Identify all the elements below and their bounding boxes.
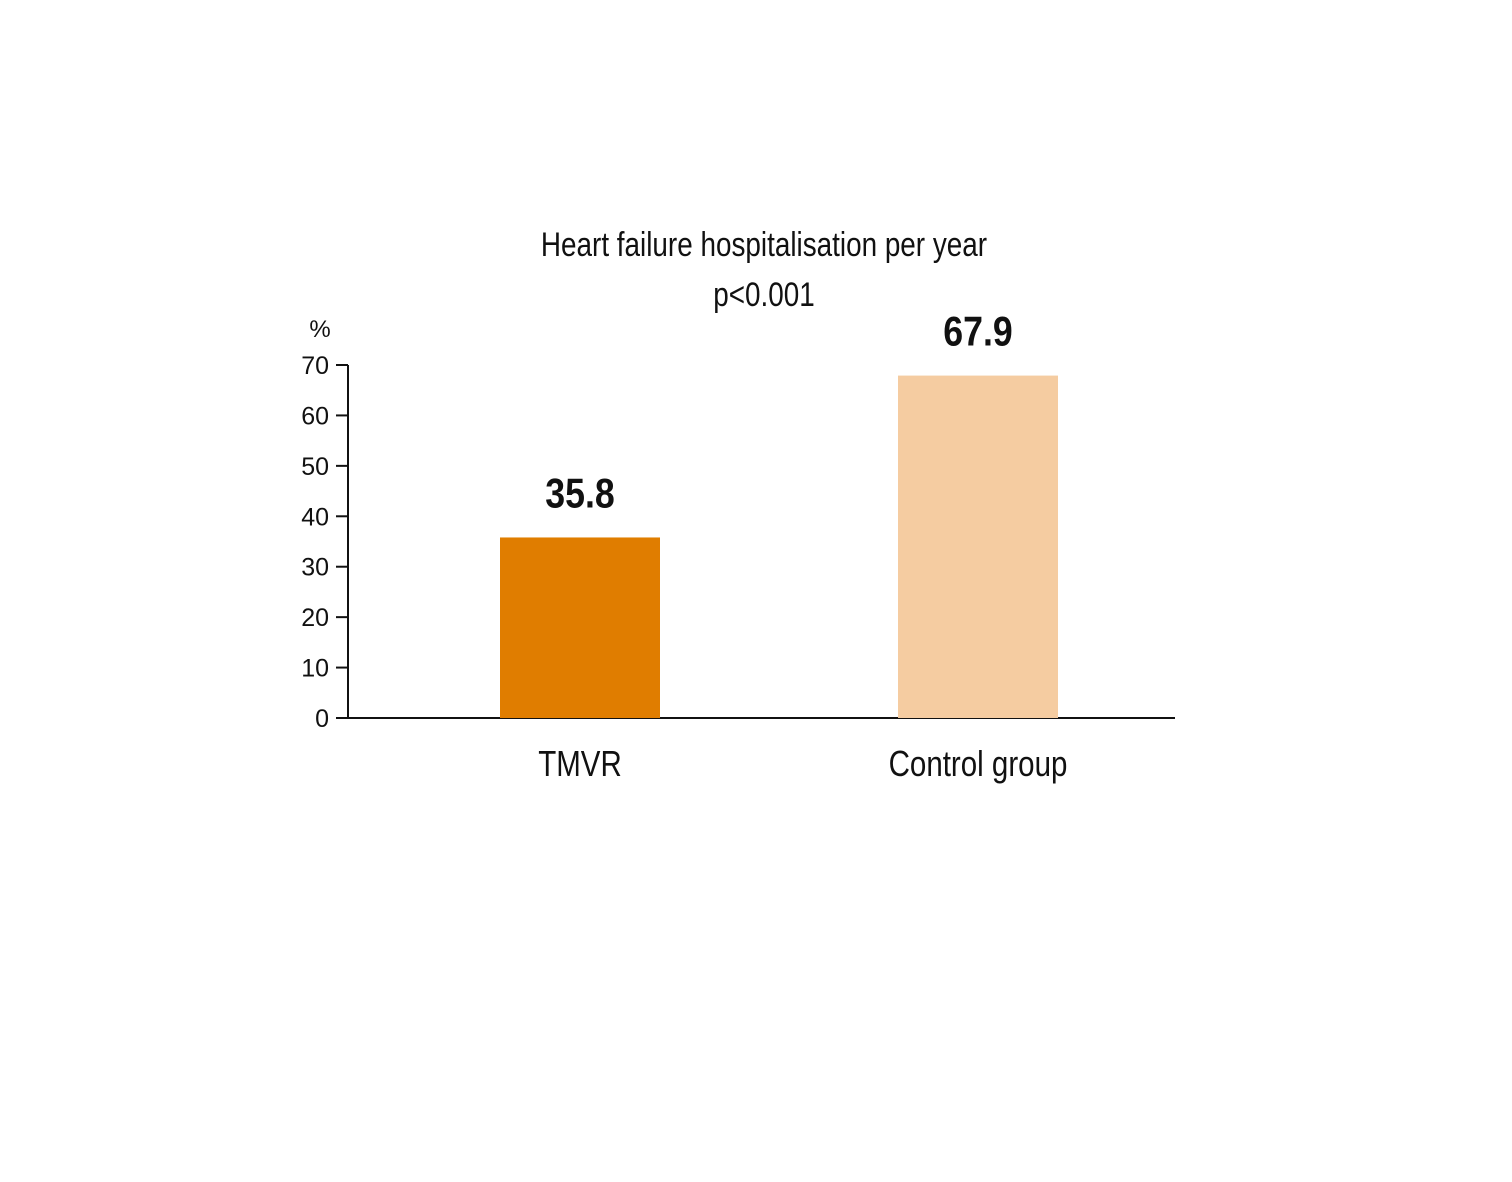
bar-tmvr — [500, 537, 660, 718]
y-tick-label: 0 — [315, 705, 329, 733]
data-label: 35.8 — [545, 471, 614, 517]
y-tick-label: 60 — [301, 402, 329, 430]
y-tick-label: 70 — [301, 352, 329, 380]
chart-subtitle: p<0.001 — [713, 275, 815, 313]
y-axis-label: % — [309, 316, 330, 343]
y-tick-label: 50 — [301, 453, 329, 481]
y-tick-label: 40 — [301, 503, 329, 531]
y-tick-label: 20 — [301, 604, 329, 632]
category-label: TMVR — [538, 743, 622, 783]
data-label: 67.9 — [943, 309, 1012, 355]
chart-title: Heart failure hospitalisation per year — [541, 225, 987, 263]
bar-control-group — [898, 375, 1058, 718]
y-tick-label: 30 — [301, 554, 329, 582]
y-tick-label: 10 — [301, 655, 329, 683]
category-label: Control group — [889, 743, 1068, 783]
